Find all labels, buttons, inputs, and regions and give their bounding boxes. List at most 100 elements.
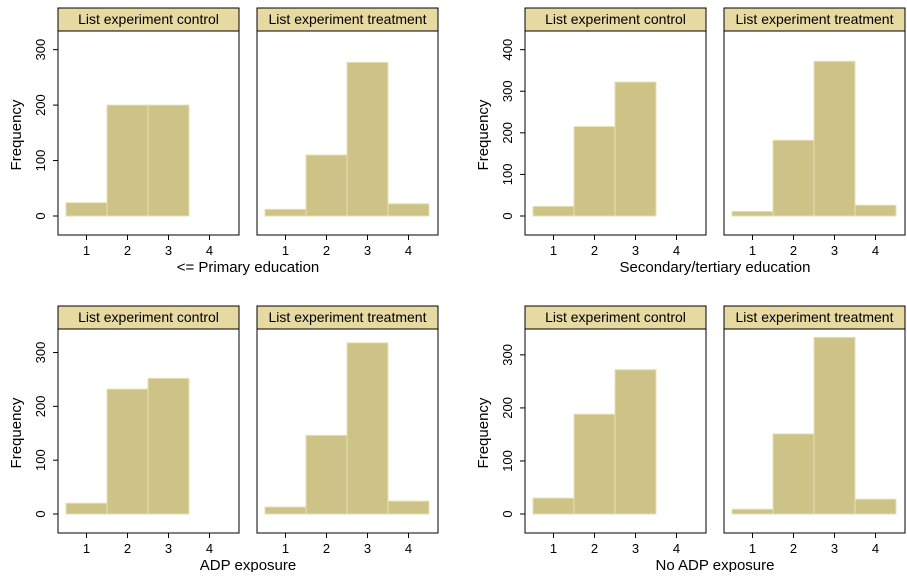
x-tick-label: 3 — [165, 541, 172, 556]
y-tick-label: 100 — [500, 164, 515, 186]
x-tick-label: 2 — [323, 243, 330, 258]
x-tick-label: 3 — [364, 541, 371, 556]
y-tick-label: 300 — [500, 344, 515, 366]
x-tick-label: 2 — [124, 243, 131, 258]
chart-group: Frequency 0 100 200 300 List experiment contr… — [8, 7, 439, 276]
histogram-bar — [387, 500, 430, 515]
x-tick-label: 4 — [673, 541, 680, 556]
panel-title: List experiment treatment — [269, 309, 427, 325]
y-tick-label: 200 — [500, 397, 515, 419]
histogram-bar — [264, 208, 307, 217]
y-tick-label: 200 — [500, 122, 515, 144]
chart-group: Frequency 0 100 200 300 List experiment contr… — [475, 305, 906, 574]
x-tick-label: 4 — [872, 541, 879, 556]
x-tick-label: 2 — [591, 243, 598, 258]
y-tick-label: 300 — [500, 80, 515, 102]
y-tick-label: 200 — [33, 396, 48, 418]
x-tick-label: 1 — [282, 243, 289, 258]
x-tick-label: 4 — [673, 243, 680, 258]
chart-panel: List experiment control 1 2 3 4 — [524, 305, 707, 556]
y-tick-label: 300 — [33, 342, 48, 364]
chart-panel: List experiment treatment 1 2 3 4 — [256, 7, 439, 258]
panel-title: List experiment treatment — [736, 11, 894, 27]
y-tick-label: 100 — [33, 150, 48, 172]
x-tick-label: 2 — [790, 541, 797, 556]
histogram-bar — [532, 497, 575, 515]
histogram-bar — [772, 433, 815, 515]
y-tick-label: 400 — [500, 39, 515, 61]
group-caption: No ADP exposure — [656, 557, 775, 572]
histogram-bar — [346, 342, 389, 515]
histogram-bar — [573, 413, 616, 515]
panel-title: List experiment control — [78, 309, 219, 325]
x-tick-label: 4 — [206, 541, 213, 556]
panel-title: List experiment control — [545, 309, 686, 325]
chart-panel: List experiment treatment 1 2 3 4 — [723, 7, 906, 258]
histogram-bar — [346, 61, 389, 217]
y-tick-label: 200 — [33, 94, 48, 116]
histogram-bar — [854, 498, 897, 515]
histogram-bar — [147, 104, 190, 217]
panel-title: List experiment control — [78, 11, 219, 27]
x-tick-label: 1 — [749, 541, 756, 556]
histogram-bar — [813, 60, 856, 217]
x-tick-label: 2 — [124, 541, 131, 556]
y-tick-label: 0 — [33, 212, 48, 219]
chart-panel: List experiment treatment 1 2 3 4 — [256, 305, 439, 556]
x-tick-label: 3 — [831, 243, 838, 258]
x-tick-label: 1 — [550, 243, 557, 258]
chart-panel: List experiment control 1 2 3 4 — [524, 7, 707, 258]
x-tick-label: 3 — [165, 243, 172, 258]
x-tick-label: 3 — [632, 541, 639, 556]
histogram-bar — [305, 154, 348, 217]
histogram-bar — [532, 205, 575, 217]
histogram-bar — [813, 336, 856, 515]
x-tick-label: 1 — [550, 541, 557, 556]
y-axis-label: Frequency — [475, 99, 492, 170]
histogram-bar — [305, 434, 348, 515]
y-tick-label: 0 — [500, 510, 515, 517]
histogram-bar — [387, 203, 430, 217]
y-tick-label: 100 — [500, 450, 515, 472]
x-tick-label: 2 — [790, 243, 797, 258]
histogram-bar — [772, 139, 815, 217]
y-tick-label: 0 — [500, 212, 515, 219]
chart-group: Frequency 0 100 200 300 400 List experiment co… — [475, 7, 906, 276]
x-tick-label: 3 — [831, 541, 838, 556]
histogram-bar — [147, 377, 190, 515]
x-tick-label: 1 — [282, 541, 289, 556]
histogram-bar — [65, 502, 108, 515]
y-tick-label: 100 — [33, 449, 48, 471]
chart-panel: List experiment control 1 2 3 4 — [57, 305, 240, 556]
x-tick-label: 1 — [83, 541, 90, 556]
histogram-bar — [65, 202, 108, 217]
histogram-bar — [854, 204, 897, 217]
x-tick-label: 1 — [749, 243, 756, 258]
y-axis-label: Frequency — [8, 99, 25, 170]
y-axis-label: Frequency — [8, 397, 25, 468]
group-caption: ADP exposure — [200, 557, 296, 572]
histogram-bar — [106, 388, 149, 515]
x-tick-label: 3 — [632, 243, 639, 258]
chart-panel: List experiment treatment 1 2 3 4 — [723, 305, 906, 556]
x-tick-label: 1 — [83, 243, 90, 258]
group-caption: Secondary/tertiary education — [620, 259, 811, 276]
histogram-bar — [573, 126, 616, 217]
chart-group: Frequency 0 100 200 300 List experiment contr… — [8, 305, 439, 574]
histogram-bar — [614, 369, 657, 515]
histogram-bar — [264, 506, 307, 515]
x-tick-label: 2 — [323, 541, 330, 556]
panel-title: List experiment treatment — [736, 309, 894, 325]
group-caption: <= Primary education — [177, 259, 320, 276]
y-axis-label: Frequency — [475, 397, 492, 468]
histogram-bar — [731, 210, 774, 217]
x-tick-label: 4 — [405, 541, 412, 556]
x-tick-label: 2 — [591, 541, 598, 556]
x-tick-label: 4 — [206, 243, 213, 258]
histogram-bar — [731, 508, 774, 515]
chart-panel: List experiment control 1 2 3 4 — [57, 7, 240, 258]
x-tick-label: 4 — [405, 243, 412, 258]
histogram-bar — [614, 81, 657, 217]
